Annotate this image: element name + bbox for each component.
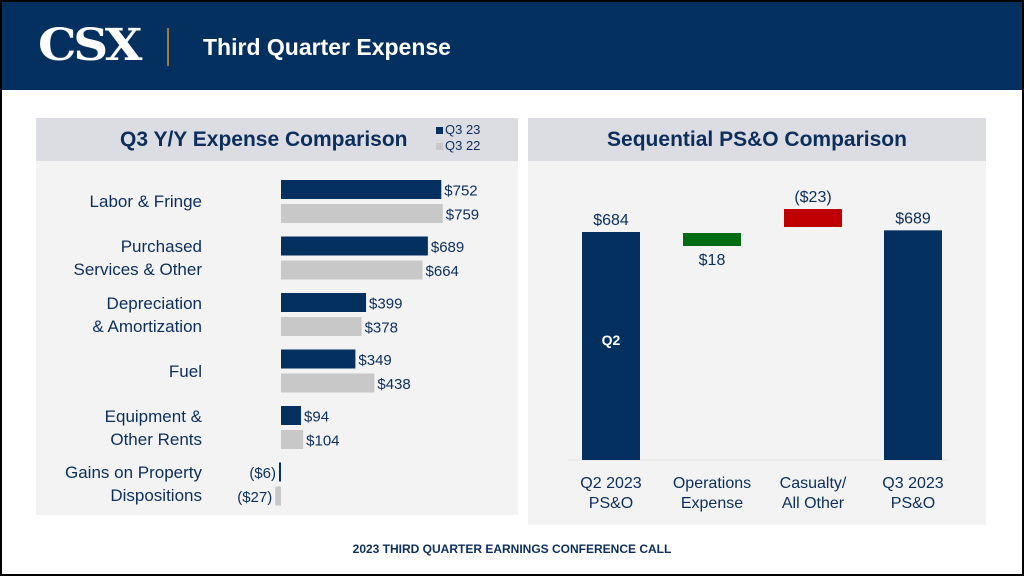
bar-q3-23 — [281, 180, 442, 199]
data-label: $399 — [369, 296, 402, 313]
bar-q3-22 — [281, 317, 362, 336]
csx-logo: CSX — [38, 20, 142, 71]
category-label: Q2 2023 — [580, 475, 641, 492]
data-label: $349 — [358, 352, 391, 369]
bar-q3-22 — [281, 430, 304, 449]
data-label: $752 — [444, 183, 477, 200]
bar-q3-23 — [281, 236, 428, 256]
seq-chart-title: Sequential PS&O Comparison — [607, 128, 907, 151]
data-label: $689 — [431, 239, 464, 256]
category-label: Fuel — [169, 360, 202, 383]
yy-expense-panel: Q3 Y/Y Expense Comparison Q3 23 Q3 22 La… — [36, 118, 518, 515]
data-label: $18 — [699, 252, 726, 269]
legend-swatch-q3-23 — [436, 126, 443, 134]
waterfall-bar — [683, 233, 741, 246]
category-label: Equipment & Other Rents — [105, 405, 202, 451]
header-divider — [167, 28, 169, 66]
category-label: Casualty/ — [780, 475, 847, 492]
data-label: $378 — [365, 320, 398, 337]
category-label-line: Gains on Property — [64, 463, 202, 482]
seq-pso-panel: Sequential PS&O Comparison $684 Q2 Q2 2023… — [528, 118, 986, 525]
category-label: Gains on Property Dispositions — [65, 461, 202, 507]
data-label: $104 — [306, 433, 339, 450]
category-label: Labor & Fringe — [90, 190, 202, 213]
category-label-line: Other Rents — [110, 429, 202, 449]
legend-item-q3-22: Q3 22 — [436, 138, 480, 154]
category-label-line: Labor & Fringe — [89, 192, 202, 211]
category-label: Depreciation & Amortization — [92, 292, 202, 338]
category-label: Q3 2023 — [882, 475, 943, 492]
data-label: ($23) — [794, 189, 831, 206]
bar-q3-22 — [281, 373, 375, 393]
data-label: ($27) — [237, 489, 272, 506]
data-label: $664 — [426, 263, 459, 280]
bar-q3-23 — [279, 462, 281, 482]
seq-title-band: Sequential PS&O Comparison — [528, 118, 986, 161]
waterfall-bar — [784, 209, 842, 227]
header-bar: CSX Third Quarter Expense — [2, 2, 1022, 90]
data-label: $438 — [377, 376, 410, 393]
waterfall-bar — [582, 232, 640, 460]
page-title: Third Quarter Expense — [203, 34, 451, 60]
data-label: $689 — [895, 210, 931, 227]
category-label-line: Fuel — [168, 361, 202, 381]
yy-legend: Q3 23 Q3 22 — [436, 122, 480, 154]
category-label-line: Dispositions — [110, 486, 202, 505]
bar-q3-22 — [281, 204, 443, 223]
bar-q3-23 — [281, 349, 356, 369]
data-label: ($6) — [249, 465, 276, 482]
legend-swatch-q3-22 — [436, 142, 443, 150]
category-label-line: & Amortization — [92, 316, 202, 336]
category-label-line: Purchased — [120, 237, 202, 256]
category-label: PS&O — [891, 495, 935, 512]
legend-label: Q3 23 — [445, 122, 481, 137]
category-label-line: Services & Other — [73, 260, 203, 279]
bar-q3-23 — [281, 406, 302, 425]
bar-q3-22 — [275, 486, 281, 506]
footer-text: 2023 THIRD QUARTER EARNINGS CONFERENCE C… — [352, 542, 672, 556]
category-label-line: Equipment & — [104, 406, 202, 426]
data-label: $94 — [304, 409, 329, 426]
category-label: Purchased Services & Other — [74, 235, 203, 281]
bar-inner-label: Q2 — [602, 332, 621, 348]
seq-waterfall-chart: $684 Q2 Q2 2023 PS&O $18 Operations Expense ($2… — [568, 189, 948, 512]
yy-chart-title: Q3 Y/Y Expense Comparison — [120, 128, 408, 151]
category-label: PS&O — [589, 495, 633, 512]
legend-label: Q3 22 — [445, 138, 481, 153]
category-label: All Other — [782, 495, 845, 512]
yy-bar-chart: $752 $759 $689 $664 $399 $378 $349 $438 $94 $104 (… — [237, 180, 479, 506]
data-label: $684 — [593, 212, 629, 229]
category-label-line: Depreciation — [106, 293, 202, 313]
category-label: Expense — [681, 495, 743, 512]
waterfall-bar — [884, 230, 942, 460]
bar-q3-23 — [281, 293, 367, 312]
yy-title-band: Q3 Y/Y Expense Comparison Q3 23 Q3 22 — [36, 118, 518, 161]
data-label: $759 — [446, 207, 479, 224]
bar-q3-22 — [281, 260, 423, 280]
category-label: Operations — [673, 475, 751, 492]
legend-item-q3-23: Q3 23 — [436, 122, 480, 138]
